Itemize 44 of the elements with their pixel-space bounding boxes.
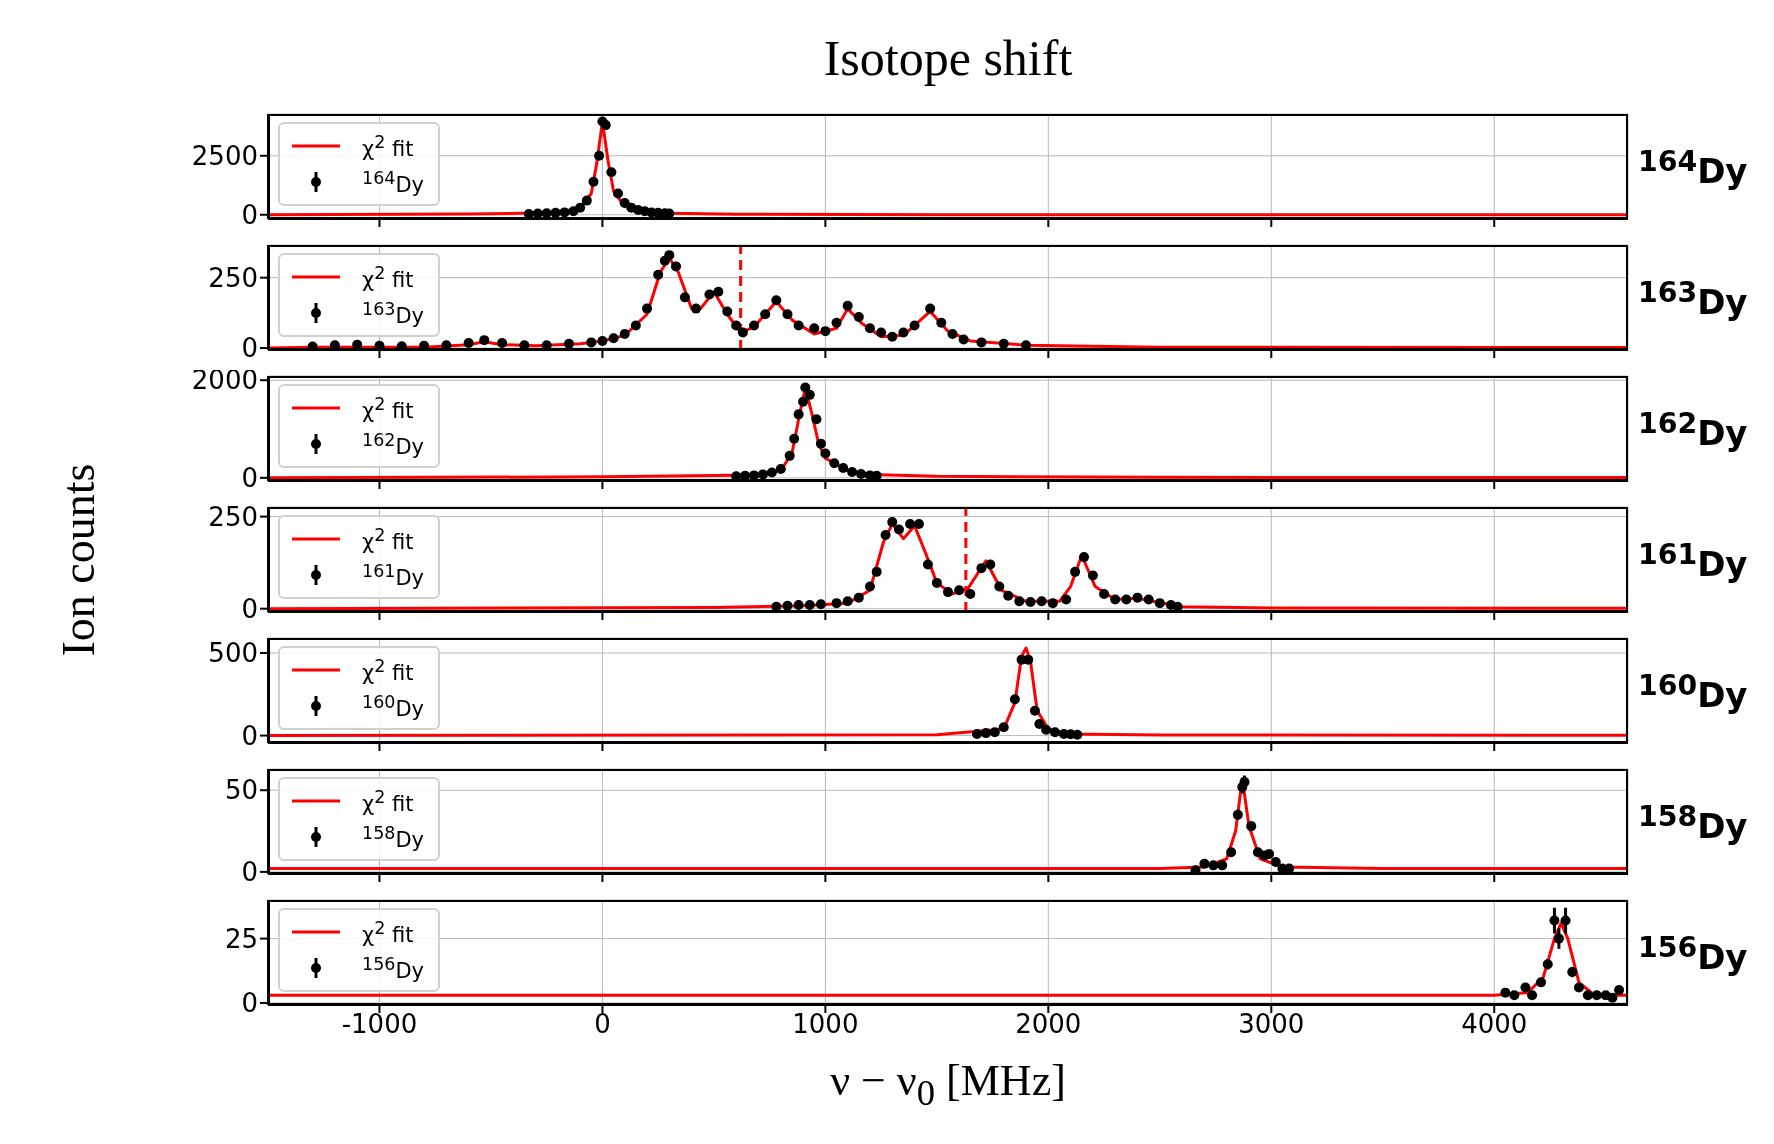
- y-tick-label: 500: [208, 638, 258, 669]
- x-tick-label: 3000: [1238, 1009, 1305, 1040]
- text: $^{161}$Dy: [1638, 537, 1748, 584]
- legend-label: $^{160}$Dy: [362, 691, 425, 721]
- y-tick-label: 0: [241, 463, 258, 494]
- x-tick-label: -1000: [341, 1009, 418, 1040]
- y-tick-label: 50: [224, 775, 258, 806]
- y-tick-label: 0: [241, 988, 258, 1019]
- legend-label: $^{163}$Dy: [362, 298, 425, 328]
- y-tick-label: 250: [208, 501, 258, 532]
- y-tick-label: 250: [208, 262, 258, 293]
- legend-label: $^{158}$Dy: [362, 822, 425, 852]
- x-tick-label: 0: [594, 1009, 611, 1040]
- x-tick-label: 4000: [1461, 1009, 1528, 1040]
- text: $^{160}$Dy: [1638, 668, 1748, 715]
- y-axis-title: Ion counts: [51, 463, 105, 656]
- y-tick-label: 2500: [191, 140, 258, 171]
- y-tick-label: 0: [241, 593, 258, 624]
- legend-label: χ$^{2}$ fit: [362, 393, 414, 423]
- y-tick-label: 25: [224, 923, 258, 954]
- text: $^{158}$Dy: [1638, 799, 1748, 846]
- text: $^{163}$Dy: [1638, 275, 1748, 322]
- text: $^{164}$Dy: [1638, 144, 1748, 191]
- x-axis-title: ν − ν$_{0}$ [MHz]: [829, 1055, 1067, 1114]
- legend-label: χ$^{2}$ fit: [362, 655, 414, 685]
- legend-label: $^{162}$Dy: [362, 429, 425, 459]
- legend-label: χ$^{2}$ fit: [362, 131, 414, 161]
- y-tick-label: 0: [241, 199, 258, 230]
- text: $^{156}$Dy: [1638, 930, 1748, 977]
- legend-label: χ$^{2}$ fit: [362, 524, 414, 554]
- text: $^{162}$Dy: [1638, 406, 1748, 453]
- legend-label: $^{164}$Dy: [362, 167, 425, 197]
- chart-title: Isotope shift: [822, 29, 1074, 88]
- legend-label: $^{156}$Dy: [362, 953, 425, 983]
- x-tick-label: 1000: [792, 1009, 859, 1040]
- legend-label: χ$^{2}$ fit: [362, 917, 414, 947]
- y-tick-label: 0: [241, 857, 258, 888]
- y-tick-label: 0: [241, 333, 258, 364]
- x-tick-label: 2000: [1015, 1009, 1082, 1040]
- y-tick-label: 0: [241, 720, 258, 751]
- legend-label: $^{161}$Dy: [362, 560, 425, 590]
- y-tick-label: 2000: [191, 365, 258, 396]
- legend-label: χ$^{2}$ fit: [362, 786, 414, 816]
- legend-label: χ$^{2}$ fit: [362, 262, 414, 292]
